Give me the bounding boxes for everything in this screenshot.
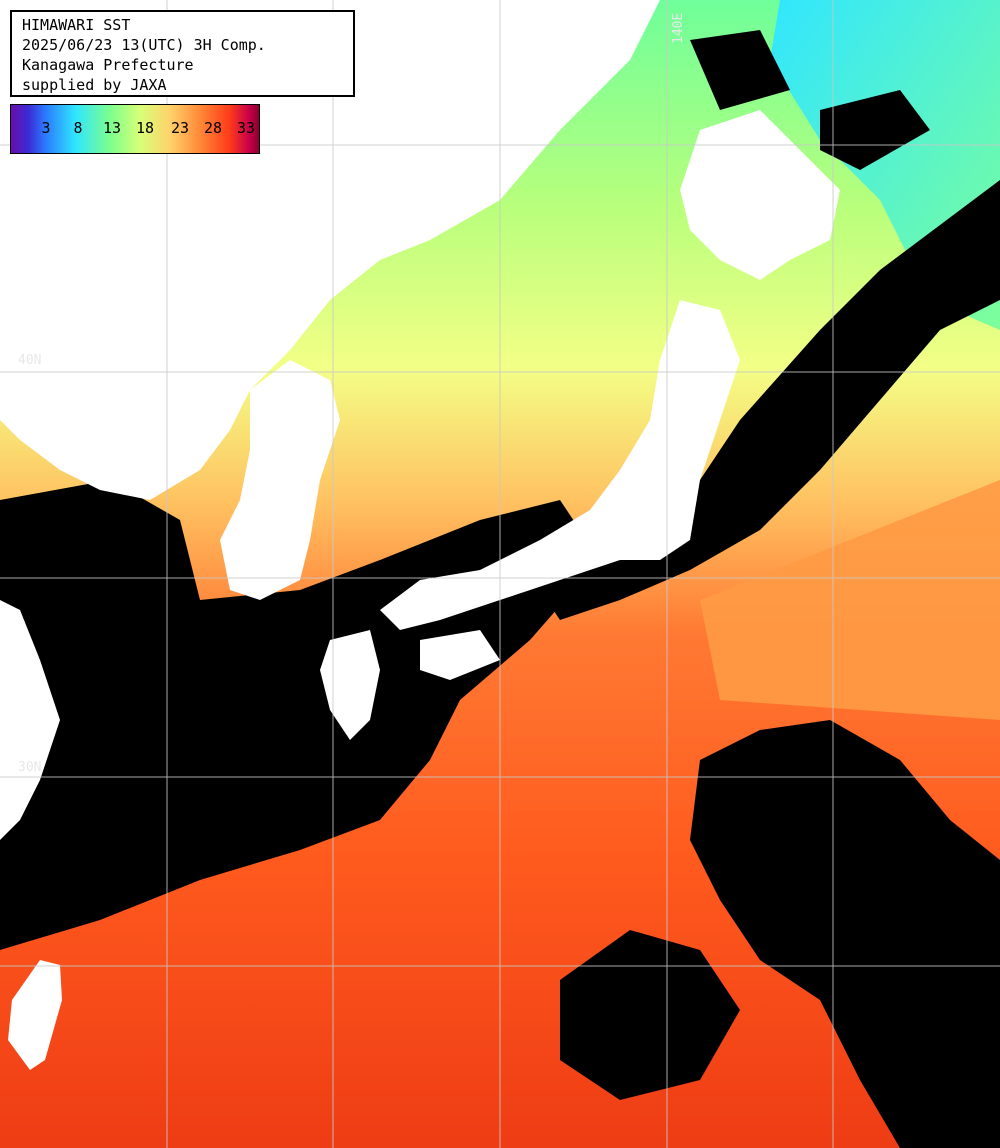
product-supplier: supplied by JAXA — [22, 76, 167, 94]
colorbar-tick: 33 — [236, 119, 256, 137]
product-title: HIMAWARI SST — [22, 16, 131, 34]
colorbar-tick: 23 — [170, 119, 190, 137]
colorbar-ticks: 3 8 13 18 23 28 33 — [11, 119, 259, 139]
land-china-coast — [0, 600, 60, 840]
land-kyushu — [320, 630, 380, 740]
cloud-patch-south — [560, 930, 740, 1100]
land-honshu — [380, 300, 740, 630]
land-korean-peninsula — [220, 360, 340, 600]
land-hokkaido — [680, 110, 840, 280]
cloud-patch-north — [690, 30, 790, 110]
product-info-box: HIMAWARI SST 2025/06/23 13(UTC) 3H Comp.… — [10, 10, 355, 97]
product-timestamp: 2025/06/23 13(UTC) 3H Comp. — [22, 36, 266, 54]
warm-band-east — [700, 480, 1000, 720]
cloud-band-japan-pacific — [520, 180, 1000, 620]
land-shikoku — [420, 630, 500, 680]
colorbar-tick: 13 — [102, 119, 122, 137]
cloud-typhoon-southeast — [690, 720, 1000, 1148]
temperature-colorbar: 3 8 13 18 23 28 33 — [10, 104, 260, 154]
colorbar-tick: 8 — [73, 119, 83, 137]
cloud-patch-north-2 — [820, 90, 930, 170]
colorbar-tick: 28 — [203, 119, 223, 137]
product-agency: Kanagawa Prefecture — [22, 56, 194, 74]
land-taiwan — [8, 960, 62, 1070]
colorbar-tick: 3 — [41, 119, 51, 137]
colorbar-tick: 18 — [135, 119, 155, 137]
